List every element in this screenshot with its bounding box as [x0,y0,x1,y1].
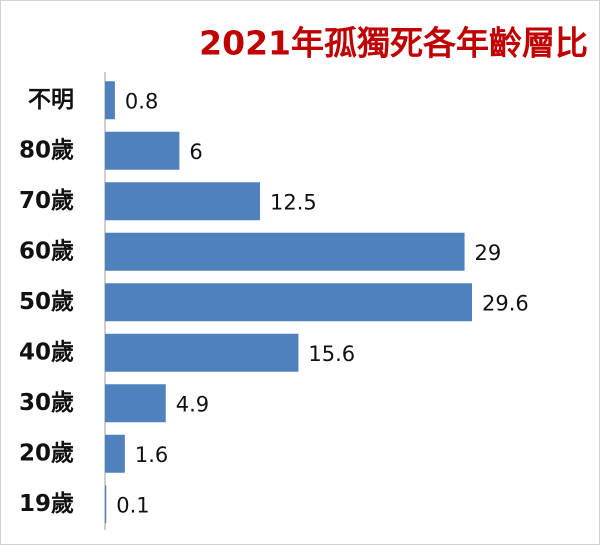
data-label: 29 [475,241,502,265]
category-label: 20歲 [19,440,74,466]
category-label: 60歲 [19,238,74,264]
category-label: 19歲 [19,491,74,517]
category-label: 不明 [28,87,74,113]
bar [105,182,260,221]
bar [105,232,465,271]
data-label: 6 [189,140,202,164]
bar [105,283,472,322]
bar [105,384,166,423]
data-label: 29.6 [482,291,529,315]
category-label: 30歲 [19,390,74,416]
data-label: 0.1 [116,493,149,517]
chart-title: 2021年孤獨死各年齡層比 [199,24,588,63]
data-label: 12.5 [270,190,317,214]
data-label: 15.6 [308,342,355,366]
category-label: 80歲 [19,137,74,163]
category-label: 50歲 [19,289,74,315]
category-label: 40歲 [19,339,74,365]
bar [105,333,299,372]
bar [105,81,115,120]
data-label: 1.6 [135,443,168,467]
bar [105,434,125,473]
data-label: 0.8 [125,89,158,113]
category-label: 70歲 [19,188,74,214]
bar [105,485,107,524]
data-label: 4.9 [176,392,209,416]
bar [105,131,180,170]
